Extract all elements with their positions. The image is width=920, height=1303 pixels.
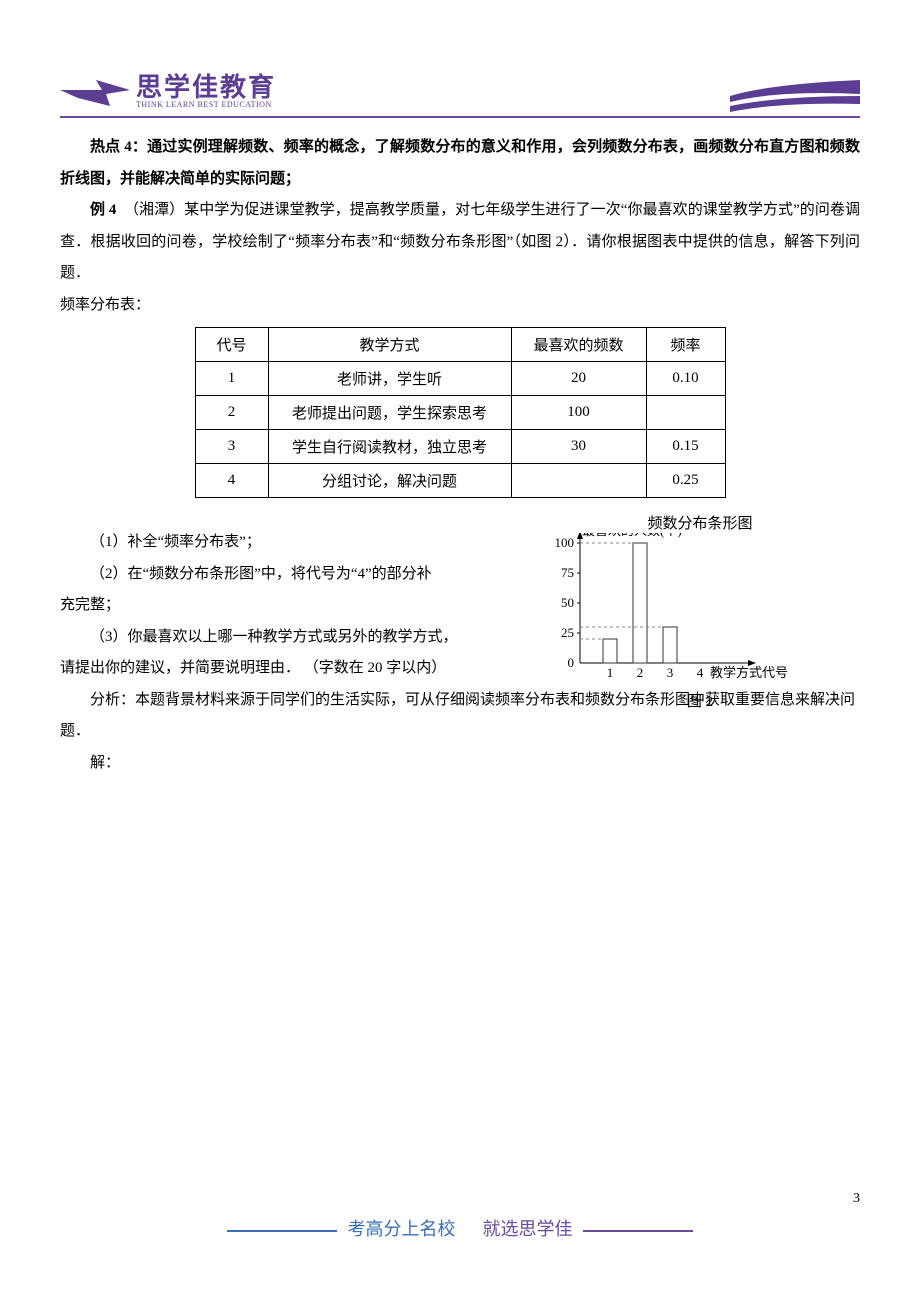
svg-text:100: 100 xyxy=(555,535,575,550)
questions: （1）补全“频率分布表”； （2）在“频数分布条形图”中，将代号为“4”的部分补… xyxy=(60,512,530,653)
hotspot: 热点 4：通过实例理解频数、频率的概念，了解频数分布的意义和作用，会列频数分布表… xyxy=(60,132,860,195)
bird-icon xyxy=(60,72,130,112)
cell: 100 xyxy=(511,396,646,430)
cell: 4 xyxy=(195,464,268,498)
example-label: 例 4 xyxy=(90,202,116,218)
example-para: 例 4 （湘潭）某中学为促进课堂教学，提高教学质量，对七年级学生进行了一次“你最… xyxy=(60,195,860,290)
chart-title: 频数分布条形图 xyxy=(540,512,860,533)
svg-text:25: 25 xyxy=(561,625,574,640)
chart-caption: 图 2 xyxy=(540,690,860,711)
q2a: （2）在“频数分布条形图”中，将代号为“4”的部分补 xyxy=(60,559,530,591)
page-footer: 考高分上名校 就选思学佳 xyxy=(0,1215,920,1241)
cell: 老师提出问题，学生探索思考 xyxy=(268,396,511,430)
svg-text:50: 50 xyxy=(561,595,574,610)
example-source: （湘潭） xyxy=(124,202,184,218)
page-number: 3 xyxy=(853,1191,860,1207)
svg-text:教学方式代号: 教学方式代号 xyxy=(710,665,788,680)
bar-chart-svg: 最喜欢的人数(个) 0 25 50 75 100 1 2 3 4 教学方式代号 xyxy=(540,533,820,688)
cell: 老师讲，学生听 xyxy=(268,362,511,396)
footer-line-right xyxy=(583,1230,693,1232)
logo-en: THINK LEARN BEST EDUCATION xyxy=(136,101,276,109)
frequency-table-wrap: 代号 教学方式 最喜欢的频数 频率 1 老师讲，学生听 20 0.10 2 老师… xyxy=(60,327,860,498)
th-code: 代号 xyxy=(195,328,268,362)
cell: 分组讨论，解决问题 xyxy=(268,464,511,498)
cell: 学生自行阅读教材，独立思考 xyxy=(268,430,511,464)
swoosh-icon xyxy=(730,80,860,112)
table-row: 3 学生自行阅读教材，独立思考 30 0.15 xyxy=(195,430,725,464)
th-rate: 频率 xyxy=(646,328,725,362)
svg-text:2: 2 xyxy=(637,665,644,680)
answer-label: 解： xyxy=(60,748,860,780)
svg-text:1: 1 xyxy=(607,665,614,680)
bar-chart: 频数分布条形图 最喜欢的人数(个) 0 25 50 75 100 1 2 3 4 教学方式代号 图 … xyxy=(540,512,860,711)
cell: 3 xyxy=(195,430,268,464)
page: 思学佳教育 THINK LEARN BEST EDUCATION 热点 4：通过… xyxy=(0,0,920,1303)
cell: 1 xyxy=(195,362,268,396)
q1: （1）补全“频率分布表”； xyxy=(60,527,530,559)
cell xyxy=(646,396,725,430)
logo-left: 思学佳教育 THINK LEARN BEST EDUCATION xyxy=(60,72,276,112)
svg-text:3: 3 xyxy=(667,665,674,680)
cell: 2 xyxy=(195,396,268,430)
svg-text:4: 4 xyxy=(697,665,704,680)
footer-left: 考高分上名校 xyxy=(348,1219,456,1239)
body: 热点 4：通过实例理解频数、频率的概念，了解频数分布的意义和作用，会列频数分布表… xyxy=(60,132,860,321)
frequency-table: 代号 教学方式 最喜欢的频数 频率 1 老师讲，学生听 20 0.10 2 老师… xyxy=(195,327,726,498)
cell: 0.25 xyxy=(646,464,725,498)
cell: 0.15 xyxy=(646,430,725,464)
questions-and-chart: 频数分布条形图 最喜欢的人数(个) 0 25 50 75 100 1 2 3 4 教学方式代号 图 … xyxy=(60,512,860,779)
svg-text:0: 0 xyxy=(568,655,575,670)
q2b: 充完整； xyxy=(60,590,530,622)
page-header: 思学佳教育 THINK LEARN BEST EDUCATION xyxy=(60,72,860,118)
q3a: （3）你最喜欢以上哪一种教学方式或另外的教学方式， xyxy=(60,622,530,654)
svg-text:最喜欢的人数(个): 最喜欢的人数(个) xyxy=(582,533,682,538)
analysis-label: 分析： xyxy=(90,692,135,708)
hotspot-text: 通过实例理解频数、频率的概念，了解频数分布的意义和作用，会列频数分布表，画频数分… xyxy=(60,139,860,187)
table-row: 4 分组讨论，解决问题 0.25 xyxy=(195,464,725,498)
logo-cn: 思学佳教育 xyxy=(136,75,276,101)
freq-table-caption: 频率分布表： xyxy=(60,290,860,322)
hotspot-label: 热点 4： xyxy=(90,139,147,155)
svg-text:75: 75 xyxy=(561,565,574,580)
th-freq: 最喜欢的频数 xyxy=(511,328,646,362)
cell: 20 xyxy=(511,362,646,396)
table-row: 2 老师提出问题，学生探索思考 100 xyxy=(195,396,725,430)
table-row: 1 老师讲，学生听 20 0.10 xyxy=(195,362,725,396)
logo-text: 思学佳教育 THINK LEARN BEST EDUCATION xyxy=(136,75,276,109)
footer-right: 就选思学佳 xyxy=(483,1219,573,1239)
cell: 0.10 xyxy=(646,362,725,396)
th-method: 教学方式 xyxy=(268,328,511,362)
table-header-row: 代号 教学方式 最喜欢的频数 频率 xyxy=(195,328,725,362)
cell xyxy=(511,464,646,498)
cell: 30 xyxy=(511,430,646,464)
footer-line-left xyxy=(227,1230,337,1232)
